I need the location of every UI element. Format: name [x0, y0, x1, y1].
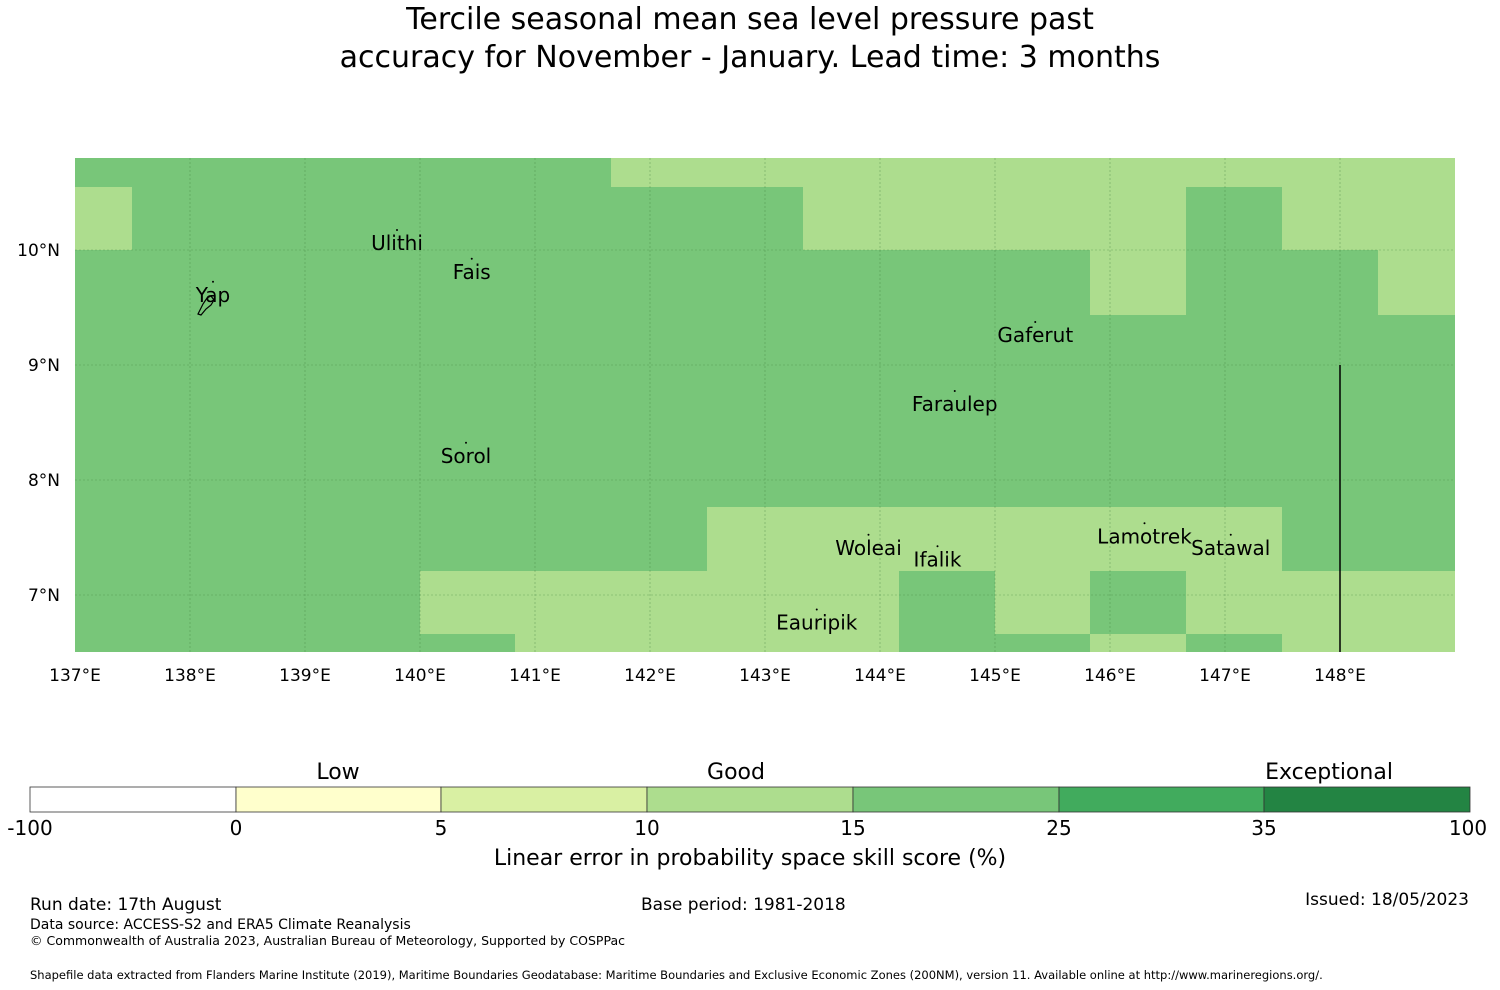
- longitude-tick-label: 146°E: [1084, 666, 1136, 686]
- place-label-lamotrek: Lamotrek: [1097, 524, 1192, 548]
- latitude-tick-label: 10°N: [17, 241, 60, 261]
- skill-cell: [1090, 634, 1186, 652]
- colorbar-tick: 5: [434, 816, 448, 840]
- latitude-labels: 10°N 9°N 8°N 7°N: [17, 241, 60, 606]
- yap-island-shape: [197, 295, 215, 316]
- run-date: Run date: 17th August: [30, 895, 222, 915]
- data-source: Data source: ACCESS-S2 and ERA5 Climate …: [30, 917, 411, 933]
- colorbar-segment: [646, 786, 854, 813]
- colorbar: [29, 786, 1471, 813]
- colorbar-segment: [1263, 786, 1471, 813]
- skill-cell: [1186, 634, 1282, 652]
- colorbar-tick: 25: [1046, 816, 1072, 840]
- skill-cell: [803, 187, 1186, 250]
- skill-cell: [1282, 634, 1455, 652]
- colorbar-tick: 100: [1448, 816, 1488, 840]
- island-dot: [815, 608, 818, 611]
- latitude-tick-label: 7°N: [28, 586, 60, 606]
- skill-cell: [611, 158, 1455, 187]
- longitude-labels: 137°E 138°E 139°E 140°E 141°E 142°E 143°E 144°E…: [49, 666, 1366, 686]
- longitude-tick-label: 144°E: [854, 666, 906, 686]
- colorbar-tick: 15: [840, 816, 866, 840]
- island-dot: [1229, 533, 1232, 536]
- skill-cell: [899, 571, 995, 652]
- colorbar-tick: -100: [7, 816, 53, 840]
- skill-cell: [1090, 571, 1186, 634]
- issued-date: Issued: 18/05/2023: [1305, 890, 1469, 910]
- colorbar-segment: [1058, 786, 1265, 813]
- place-label-ulithi: Ulithi: [371, 231, 423, 255]
- place-label-sorol: Sorol: [441, 444, 492, 468]
- island-dot: [953, 390, 956, 392]
- skill-cell: [75, 187, 132, 250]
- island-dot: [867, 533, 870, 536]
- shapefile-credit: Shapefile data extracted from Flanders M…: [30, 968, 1323, 982]
- place-label-woleai: Woleai: [835, 536, 902, 560]
- skill-cell: [1090, 250, 1186, 315]
- skill-cell: [707, 507, 1282, 571]
- skill-cell: [995, 634, 1090, 652]
- longitude-tick-label: 142°E: [624, 666, 676, 686]
- island-dot: [936, 545, 939, 548]
- longitude-tick-label: 145°E: [969, 666, 1021, 686]
- place-label-fais: Fais: [453, 260, 491, 284]
- longitude-tick-label: 139°E: [279, 666, 331, 686]
- place-label-gaferut: Gaferut: [997, 323, 1073, 347]
- island-dot: [1034, 321, 1037, 323]
- colorbar-tick: 35: [1251, 816, 1277, 840]
- base-period: Base period: 1981-2018: [641, 895, 846, 915]
- longitude-tick-label: 137°E: [49, 666, 101, 686]
- place-label-ifalik: Ifalik: [914, 547, 962, 571]
- colorbar-tick: 10: [634, 816, 660, 840]
- colorbar-segment: [440, 786, 648, 813]
- longitude-tick-label: 143°E: [739, 666, 791, 686]
- longitude-tick-label: 138°E: [164, 666, 216, 686]
- place-label-satawal: Satawal: [1191, 536, 1270, 560]
- colorbar-segment: [29, 786, 237, 813]
- island-dot: [470, 257, 473, 260]
- longitude-tick-label: 141°E: [509, 666, 561, 686]
- latitude-tick-label: 8°N: [28, 471, 60, 491]
- latitude-tick-label: 9°N: [28, 356, 60, 376]
- place-label-eauripik: Eauripik: [776, 611, 858, 635]
- map-title-line-1: Tercile seasonal mean sea level pressure…: [406, 2, 1094, 37]
- colorbar-category-low: Low: [316, 760, 360, 785]
- copyright: © Commonwealth of Australia 2023, Austra…: [30, 933, 625, 948]
- skill-cell: [1282, 187, 1455, 250]
- skill-cell: [1378, 250, 1455, 315]
- colorbar-label: Linear error in probability space skill …: [493, 846, 1007, 871]
- colorbar-category-good: Good: [707, 760, 765, 785]
- place-label-faraulep: Faraulep: [912, 392, 998, 416]
- skill-10-15-regions: [75, 158, 1455, 652]
- island-dot: [212, 280, 214, 283]
- island-dot: [465, 441, 467, 444]
- island-dot: [396, 229, 398, 231]
- longitude-tick-label: 140°E: [394, 666, 446, 686]
- colorbar-segment: [235, 786, 442, 813]
- island-dot: [1143, 522, 1146, 525]
- map-title-line-2: accuracy for November - January. Lead ti…: [339, 40, 1161, 75]
- colorbar-tick: 0: [229, 816, 243, 840]
- longitude-tick-label: 147°E: [1199, 666, 1251, 686]
- longitude-tick-label: 148°E: [1314, 666, 1366, 686]
- skill-cell: [515, 634, 899, 652]
- skill-15-25-patches: [899, 571, 1282, 652]
- graticule: [75, 158, 1455, 652]
- colorbar-category-exceptional: Exceptional: [1265, 760, 1393, 785]
- colorbar-segment: [852, 786, 1060, 813]
